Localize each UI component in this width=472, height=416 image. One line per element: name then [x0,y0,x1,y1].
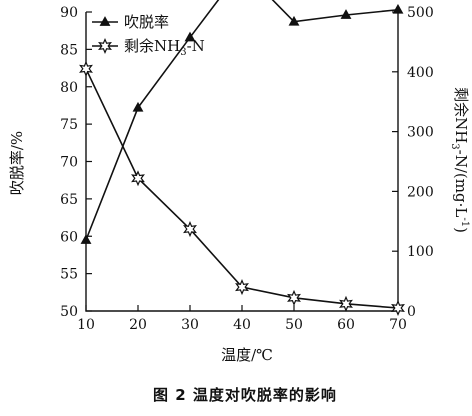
star-marker [235,279,249,296]
x-tick-label: 60 [337,317,355,333]
star-marker [183,221,197,238]
star-marker [79,60,93,77]
right-y-tick-label: 400 [407,65,434,81]
x-tick-label: 30 [181,317,199,333]
left-y-tick-label: 70 [60,155,78,171]
figure-caption: 图 2 温度对吹脱率的影响 [153,386,337,404]
triangle-marker [288,15,300,26]
left-y-tick-label: 90 [60,5,78,21]
star-marker [391,299,405,317]
x-tick-label: 10 [77,317,95,333]
axes [85,12,399,312]
series-removal-rate [80,0,404,244]
series-line [85,0,399,241]
triangle-marker [184,31,196,42]
x-tick-label: 40 [233,317,251,333]
right-y-ticks: 0 100 200 300 400 500 [392,5,434,320]
left-y-tick-label: 50 [60,304,78,320]
series-layer [79,0,405,317]
star-marker [98,37,112,55]
x-tick-label: 50 [285,317,303,333]
x-tick-label: 20 [129,317,147,333]
left-y-ticks: 50 55 60 65 70 75 80 85 90 [60,5,92,320]
right-y-axis-label: 剩余NH3-N/(mg·L-1) [449,87,470,233]
x-axis-label: 温度/℃ [221,346,273,364]
star-marker [339,295,353,312]
left-y-tick-label: 85 [60,42,78,58]
triangle-marker [99,16,111,26]
left-y-axis-label: 吹脱率/% [8,131,26,195]
left-y-tick-label: 55 [60,267,78,283]
series-residual-nh3n [79,60,405,317]
left-y-tick-label: 60 [60,229,78,245]
left-y-tick-label: 65 [60,192,78,208]
x-ticks: 10 20 30 40 50 60 70 [77,305,407,333]
axes-frame [85,12,399,312]
right-y-tick-label: 500 [407,5,434,21]
right-y-tick-label: 100 [407,244,434,260]
right-y-tick-label: 0 [407,304,416,320]
x-tick-label: 70 [389,317,407,333]
star-marker [131,170,145,187]
series-line [85,68,399,309]
right-y-tick-label: 300 [407,125,434,141]
triangle-marker [132,101,144,112]
legend-label-residual-nh3n: 剩余NH3-N [124,37,205,58]
right-y-tick-label: 200 [407,184,434,200]
left-y-tick-label: 80 [60,80,78,96]
star-marker [287,289,301,306]
triangle-marker [80,234,92,244]
triangle-marker [340,9,352,19]
left-y-tick-label: 75 [60,117,78,133]
triangle-marker [392,3,404,14]
legend-label-removal-rate: 吹脱率 [124,13,169,31]
